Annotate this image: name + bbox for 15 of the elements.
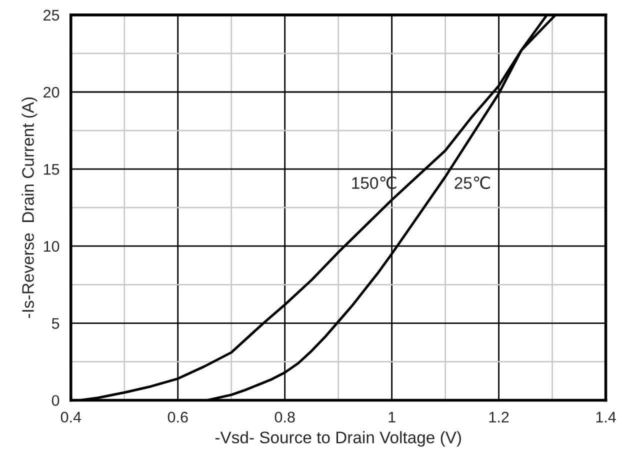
- y-tick-label: 20: [44, 86, 60, 98]
- x-tick-label: 1.2: [489, 412, 509, 422]
- y-tick-label: 10: [44, 240, 60, 252]
- x-tick-label: 0.6: [168, 412, 188, 423]
- series-label: 25℃: [454, 176, 490, 190]
- x-tick-label: 0.4: [60, 412, 82, 423]
- y-tick-label: 0: [52, 395, 60, 406]
- x-axis-title: -Vsd- Source to Drain Voltage (V): [215, 431, 461, 447]
- x-tick-label: 1: [388, 412, 396, 422]
- y-tick-label: 5: [52, 318, 60, 329]
- y-tick-label: 25: [44, 10, 60, 21]
- x-tick-label: 0.8: [274, 412, 295, 423]
- x-tick-label: 1.4: [596, 412, 616, 422]
- y-tick-label: 15: [44, 164, 60, 175]
- y-axis-title: -Is-Reverse Drain Current (A): [22, 97, 38, 318]
